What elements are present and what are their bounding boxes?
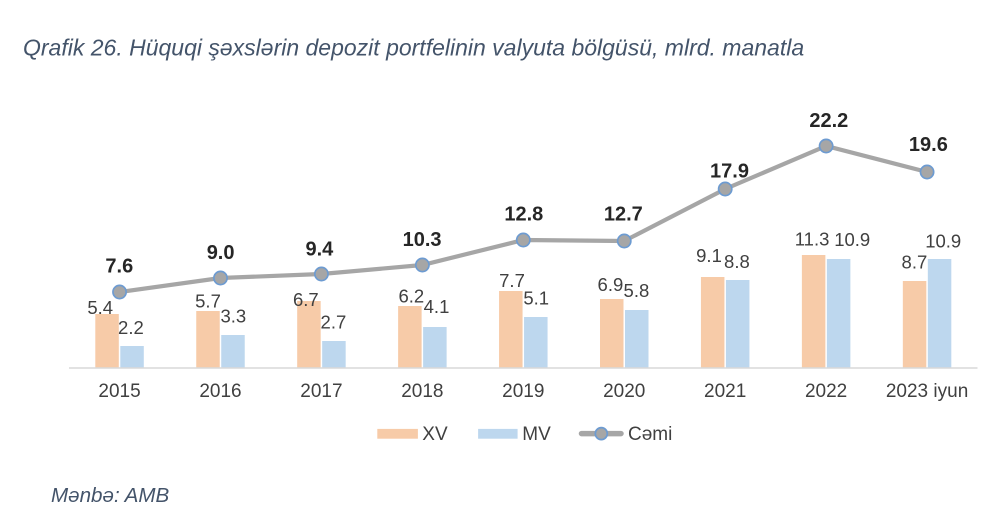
svg-text:2020: 2020	[603, 381, 645, 402]
svg-text:10.9: 10.9	[925, 230, 961, 251]
svg-text:7.7: 7.7	[499, 270, 525, 291]
svg-text:2016: 2016	[199, 381, 241, 402]
svg-text:6.7: 6.7	[293, 289, 319, 310]
svg-text:10.3: 10.3	[403, 229, 442, 251]
svg-text:3.3: 3.3	[220, 306, 246, 327]
svg-text:9.1: 9.1	[696, 245, 722, 266]
svg-text:5.8: 5.8	[624, 280, 650, 301]
svg-text:19.6: 19.6	[909, 134, 948, 156]
svg-text:Qrafik 26. Hüquqi şəxslərin de: Qrafik 26. Hüquqi şəxslərin depozit port…	[23, 35, 804, 61]
svg-text:12.8: 12.8	[504, 203, 543, 225]
svg-text:6.9: 6.9	[598, 274, 624, 295]
svg-text:Cəmi: Cəmi	[628, 424, 672, 445]
svg-text:6.2: 6.2	[398, 286, 424, 307]
svg-text:9.0: 9.0	[207, 242, 235, 264]
svg-text:9.4: 9.4	[305, 238, 334, 260]
svg-text:2021: 2021	[704, 381, 746, 402]
svg-text:2.7: 2.7	[321, 312, 347, 333]
svg-text:5.1: 5.1	[523, 287, 549, 308]
svg-text:2019: 2019	[502, 381, 544, 402]
svg-text:2023 iyun: 2023 iyun	[886, 381, 968, 402]
svg-text:XV: XV	[422, 424, 448, 445]
svg-text:17.9: 17.9	[710, 160, 749, 182]
svg-text:4.1: 4.1	[424, 296, 450, 317]
svg-text:5.7: 5.7	[195, 291, 221, 312]
svg-text:22.2: 22.2	[809, 110, 848, 132]
svg-text:8.8: 8.8	[724, 251, 750, 272]
svg-text:2018: 2018	[401, 381, 443, 402]
svg-text:10.9: 10.9	[834, 229, 870, 250]
svg-text:2015: 2015	[98, 381, 140, 402]
svg-text:12.7: 12.7	[604, 203, 643, 225]
svg-text:2.2: 2.2	[118, 317, 144, 338]
svg-text:2017: 2017	[300, 381, 342, 402]
svg-text:5.4: 5.4	[87, 297, 113, 318]
svg-text:2022: 2022	[805, 381, 847, 402]
svg-text:8.7: 8.7	[902, 252, 928, 273]
svg-text:MV: MV	[522, 424, 551, 445]
svg-text:Mənbə: AMB: Mənbə: AMB	[51, 484, 170, 507]
svg-text:7.6: 7.6	[105, 255, 133, 277]
svg-text:11.3: 11.3	[795, 228, 830, 249]
